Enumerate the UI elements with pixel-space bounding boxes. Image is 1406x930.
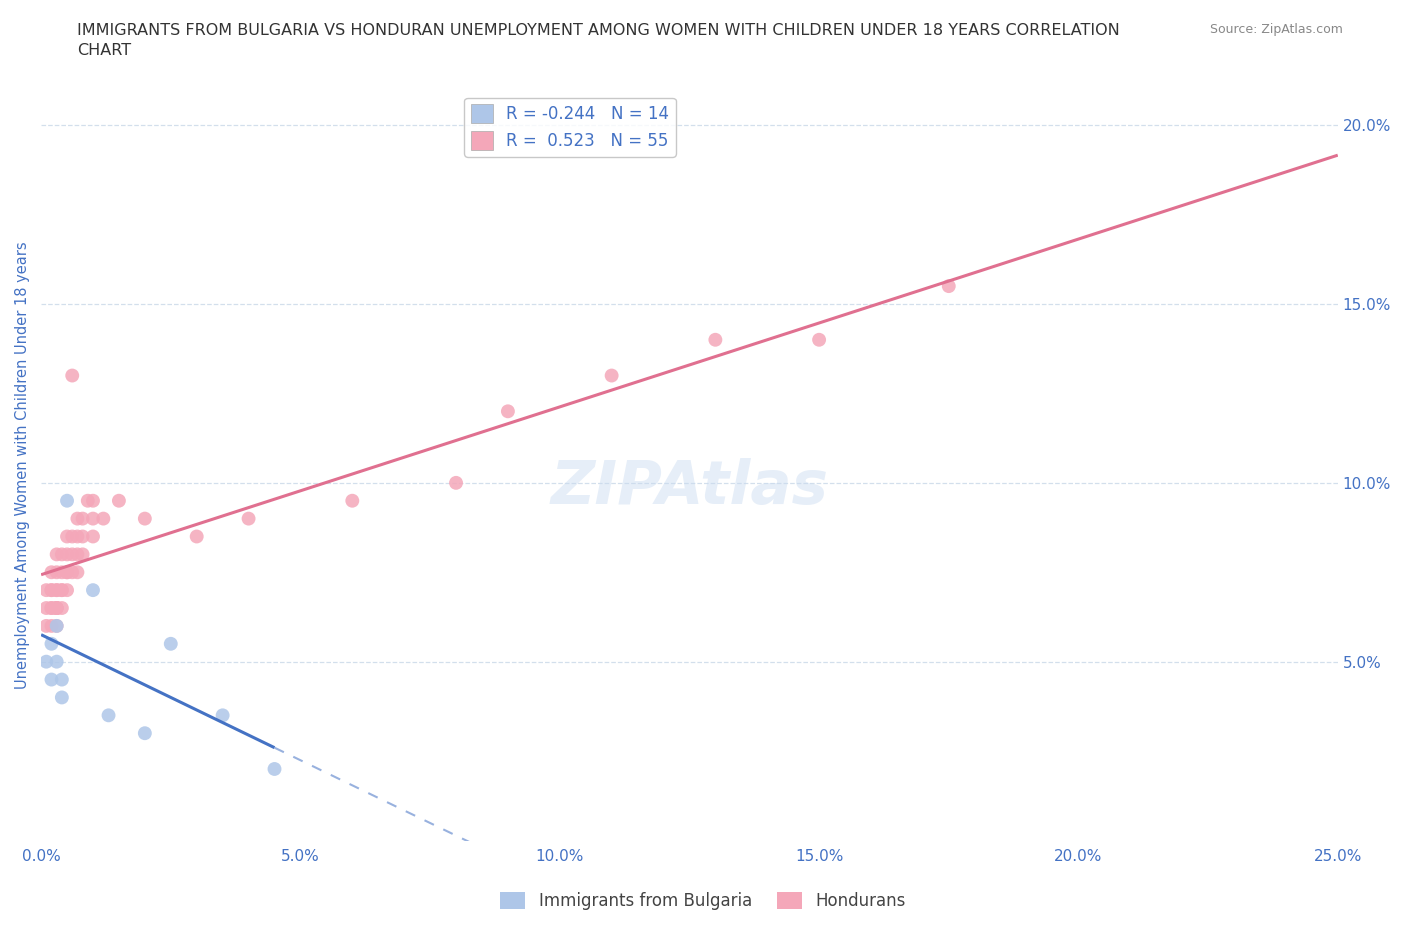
Point — [60, 547, 83, 562]
Point — [41, 636, 63, 651]
Point — [938, 279, 960, 294]
Point — [66, 565, 89, 579]
Point — [56, 565, 79, 579]
Point — [82, 583, 104, 598]
Point — [444, 475, 467, 490]
Point — [35, 601, 58, 616]
Point — [45, 547, 67, 562]
Point — [41, 601, 63, 616]
Point — [82, 493, 104, 508]
Legend: R = -0.244   N = 14, R =  0.523   N = 55: R = -0.244 N = 14, R = 0.523 N = 55 — [464, 98, 676, 157]
Point — [342, 493, 364, 508]
Point — [72, 529, 94, 544]
Point — [76, 493, 98, 508]
Point — [134, 725, 156, 740]
Point — [186, 529, 208, 544]
Point — [45, 601, 67, 616]
Point — [600, 368, 623, 383]
Point — [41, 601, 63, 616]
Point — [108, 493, 131, 508]
Point — [211, 708, 233, 723]
Point — [97, 708, 120, 723]
Text: ZIPAtlas: ZIPAtlas — [550, 458, 828, 517]
Point — [93, 512, 115, 526]
Point — [60, 368, 83, 383]
Point — [56, 547, 79, 562]
Point — [66, 512, 89, 526]
Point — [41, 618, 63, 633]
Point — [51, 565, 73, 579]
Point — [41, 583, 63, 598]
Point — [45, 601, 67, 616]
Point — [45, 601, 67, 616]
Point — [82, 512, 104, 526]
Point — [41, 583, 63, 598]
Text: Source: ZipAtlas.com: Source: ZipAtlas.com — [1209, 23, 1343, 36]
Point — [159, 636, 181, 651]
Point — [51, 672, 73, 687]
Point — [60, 529, 83, 544]
Point — [60, 565, 83, 579]
Point — [238, 512, 260, 526]
Point — [45, 618, 67, 633]
Point — [35, 618, 58, 633]
Point — [45, 654, 67, 669]
Point — [56, 493, 79, 508]
Point — [41, 565, 63, 579]
Point — [72, 512, 94, 526]
Point — [51, 601, 73, 616]
Point — [51, 690, 73, 705]
Point — [66, 529, 89, 544]
Point — [808, 332, 831, 347]
Point — [134, 512, 156, 526]
Point — [263, 762, 285, 777]
Point — [35, 654, 58, 669]
Point — [56, 529, 79, 544]
Point — [35, 583, 58, 598]
Point — [704, 332, 727, 347]
Point — [45, 618, 67, 633]
Point — [56, 565, 79, 579]
Point — [45, 583, 67, 598]
Point — [41, 672, 63, 687]
Point — [82, 529, 104, 544]
Point — [66, 547, 89, 562]
Point — [496, 404, 519, 418]
Point — [45, 565, 67, 579]
Point — [45, 583, 67, 598]
Legend: Immigrants from Bulgaria, Hondurans: Immigrants from Bulgaria, Hondurans — [494, 885, 912, 917]
Point — [72, 547, 94, 562]
Point — [51, 583, 73, 598]
Point — [56, 583, 79, 598]
Point — [51, 547, 73, 562]
Point — [51, 583, 73, 598]
Text: IMMIGRANTS FROM BULGARIA VS HONDURAN UNEMPLOYMENT AMONG WOMEN WITH CHILDREN UNDE: IMMIGRANTS FROM BULGARIA VS HONDURAN UNE… — [77, 23, 1121, 58]
Point — [45, 601, 67, 616]
Y-axis label: Unemployment Among Women with Children Under 18 years: Unemployment Among Women with Children U… — [15, 241, 30, 689]
